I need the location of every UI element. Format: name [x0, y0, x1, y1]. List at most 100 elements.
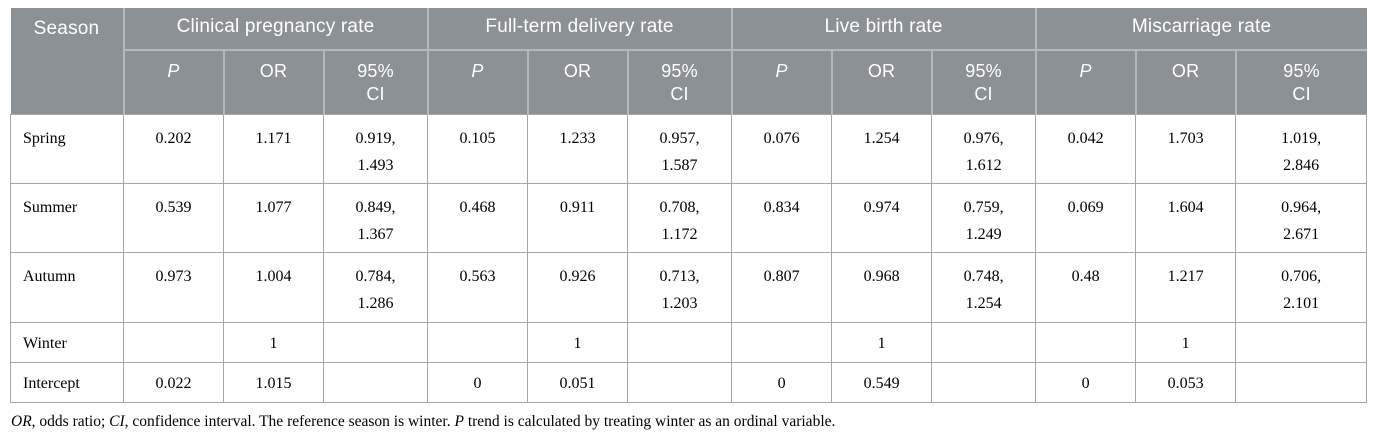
footnote-text: , confidence interval. The reference sea…: [124, 412, 455, 430]
table-cell: [1235, 321, 1368, 363]
table-row-summer: Summer 0.539 1.077 0.849, 1.367 0.468 0.…: [10, 182, 1368, 254]
table-cell: 0.748, 1.254: [931, 252, 1037, 323]
table-cell: 1.077: [223, 182, 324, 254]
table-cell: 0.784, 1.286: [322, 252, 429, 323]
table-cell: 0.051: [527, 361, 629, 403]
table-cell: 0.713, 1.203: [627, 252, 733, 323]
table-row-spring: Spring 0.202 1.171 0.919, 1.493 0.105 1.…: [10, 113, 1368, 184]
table-cell: 1.254: [831, 113, 933, 184]
table-cell: 0.069: [1035, 182, 1137, 254]
group-header-live-birth-rate: Live birth rate: [730, 8, 1036, 50]
table-cell: 1: [831, 321, 933, 363]
table-cell: [731, 321, 833, 363]
subheader-or: OR: [526, 49, 628, 114]
table-cell: 1: [223, 321, 324, 363]
table-cell: 0.549: [831, 361, 933, 403]
table-cell: 0.834: [731, 182, 833, 254]
table-cell: 0.105: [427, 113, 529, 184]
table-row-autumn: Autumn 0.973 1.004 0.784, 1.286 0.563 0.…: [10, 252, 1368, 323]
group-header-clinical-pregnancy-rate: Clinical pregnancy rate: [122, 8, 428, 50]
table-cell: [123, 321, 224, 363]
table-cell: 0.973: [123, 252, 224, 323]
table-cell: [931, 321, 1037, 363]
table-row-winter: Winter 1 1 1 1: [10, 321, 1368, 363]
subheader-ci: 95% CI: [930, 49, 1036, 114]
table-cell: 1.019, 2.846: [1235, 113, 1368, 184]
table-cell: 0.968: [831, 252, 933, 323]
table-cell: 0.759, 1.249: [931, 182, 1037, 254]
table-cell: 1.004: [223, 252, 324, 323]
table-cell: 1: [1135, 321, 1237, 363]
footnote-text: trend is calculated by treating winter a…: [463, 412, 836, 430]
footnote-abbrev-or: OR: [11, 412, 32, 430]
table-cell: 0.053: [1135, 361, 1237, 403]
table-cell: 0.849, 1.367: [322, 182, 429, 254]
table-cell: 1.703: [1135, 113, 1237, 184]
subheader-or: OR: [1134, 49, 1236, 114]
subheader-ci: 95% CI: [322, 49, 428, 114]
group-header-row: Season Clinical pregnancy rate Full-term…: [10, 8, 1367, 114]
table-cell: [1235, 361, 1368, 403]
table-cell: 1: [527, 321, 629, 363]
table-cell: 0.964, 2.671: [1235, 182, 1368, 254]
table-cell: [931, 361, 1037, 403]
table-cell: 0.911: [527, 182, 629, 254]
table-cell: 0.708, 1.172: [627, 182, 733, 254]
table-cell: [1035, 321, 1137, 363]
row-label-intercept: Intercept: [10, 361, 124, 403]
table-cell: 1.233: [527, 113, 629, 184]
table-cell: [322, 361, 429, 403]
table-cell: [627, 361, 733, 403]
table-cell: 1.217: [1135, 252, 1237, 323]
subheader-ci: 95% CI: [1234, 49, 1367, 114]
row-label-winter: Winter: [10, 321, 124, 363]
table-cell: 1.604: [1135, 182, 1237, 254]
footnote-abbrev-ci: CI: [109, 412, 125, 430]
group-header-miscarriage-rate: Miscarriage rate: [1034, 8, 1367, 50]
table-header: Season Clinical pregnancy rate Full-term…: [10, 8, 1367, 114]
table-row-intercept: Intercept 0.022 1.015 0 0.051 0 0.549 0 …: [10, 361, 1368, 403]
table-cell: [627, 321, 733, 363]
table-cell: 0: [1035, 361, 1137, 403]
table-cell: 0.042: [1035, 113, 1137, 184]
table-cell: 0.076: [731, 113, 833, 184]
subheader-ci: 95% CI: [626, 49, 732, 114]
table-cell: 0.48: [1035, 252, 1137, 323]
row-label-summer: Summer: [10, 182, 124, 254]
group-header-full-term-delivery-rate: Full-term delivery rate: [426, 8, 732, 50]
table-cell: 0.957, 1.587: [627, 113, 733, 184]
table-cell: 1.171: [223, 113, 324, 184]
subheader-p: P: [122, 49, 224, 114]
row-label-spring: Spring: [10, 113, 124, 184]
table-cell: 0.706, 2.101: [1235, 252, 1368, 323]
table-footnote: OR, odds ratio; CI, confidence interval.…: [11, 412, 1366, 432]
footnote-text: , odds ratio;: [31, 412, 110, 430]
table-cell: 0: [731, 361, 833, 403]
table-cell: 0: [427, 361, 529, 403]
table-cell: 0.976, 1.612: [931, 113, 1037, 184]
table-cell: 0.539: [123, 182, 224, 254]
table-cell: 0.202: [123, 113, 224, 184]
table-cell: [322, 321, 429, 363]
table-body: Spring 0.202 1.171 0.919, 1.493 0.105 1.…: [10, 113, 1368, 403]
season-column-header: Season: [10, 8, 124, 114]
footnote-abbrev-p: P: [454, 412, 464, 430]
table-cell: 0.926: [527, 252, 629, 323]
subheader-p: P: [730, 49, 832, 114]
table-cell: 0.468: [427, 182, 529, 254]
table-cell: 0.974: [831, 182, 933, 254]
table-cell: 1.015: [223, 361, 324, 403]
table-cell: [427, 321, 529, 363]
table-cell: 0.919, 1.493: [322, 113, 429, 184]
seasonal-outcomes-table: Season Clinical pregnancy rate Full-term…: [10, 8, 1368, 403]
row-label-autumn: Autumn: [10, 252, 124, 323]
table-cell: 0.563: [427, 252, 529, 323]
subheader-p: P: [1034, 49, 1136, 114]
sub-header-row: P OR 95% CI P OR 95% CI P OR 95% CI P OR…: [11, 49, 1367, 114]
table-cell: 0.807: [731, 252, 833, 323]
subheader-p: P: [426, 49, 528, 114]
subheader-or: OR: [830, 49, 932, 114]
table-cell: 0.022: [123, 361, 224, 403]
subheader-or: OR: [222, 49, 324, 114]
